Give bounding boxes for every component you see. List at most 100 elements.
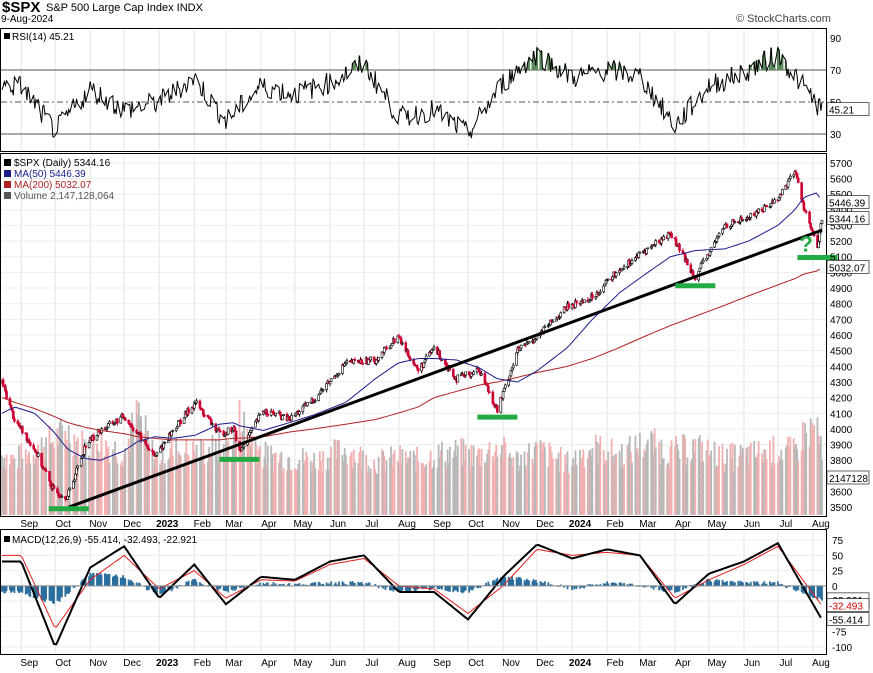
macd-histogram-bar	[543, 581, 546, 586]
price-panel: ?	[0, 169, 838, 512]
macd-histogram-bar	[547, 582, 550, 586]
volume-bar	[265, 465, 268, 515]
volume-bar	[256, 463, 259, 515]
price-candle	[290, 415, 293, 421]
volume-bar	[318, 451, 321, 515]
volume-bar	[644, 451, 647, 515]
macd-histogram-bar	[119, 577, 122, 586]
macd-histogram-bar	[49, 585, 52, 601]
volume-bar	[660, 439, 663, 515]
macd-histogram-bar	[91, 573, 94, 586]
price-candle	[155, 451, 159, 456]
month-tick-label: Oct	[468, 658, 484, 669]
price-legend-entry: MA(200) 5032.07	[14, 180, 92, 191]
macd-histogram-bar	[420, 585, 423, 589]
price-candle	[274, 412, 278, 416]
volume-bar	[723, 471, 726, 515]
macd-histogram-bar	[456, 585, 459, 593]
volume-bar	[108, 463, 111, 515]
macd-histogram-bar	[167, 585, 170, 590]
macd-last-value-box	[826, 612, 870, 627]
macd-histogram-bar	[374, 584, 377, 586]
macd-histogram-bar	[819, 585, 822, 599]
volume-bar	[781, 460, 784, 515]
macd-histogram-bar	[115, 574, 118, 586]
volume-bar	[771, 462, 774, 515]
macd-histogram-bar	[710, 581, 713, 586]
macd-tick-label: -100	[832, 643, 852, 654]
macd-histogram-bar	[238, 585, 241, 588]
volume-bar	[131, 412, 133, 515]
price-candle	[789, 175, 792, 179]
macd-histogram-bar	[809, 585, 812, 597]
price-candle	[717, 232, 721, 237]
month-tick-label: Jul	[366, 658, 379, 669]
volume-bar	[42, 446, 45, 515]
price-candle	[487, 385, 490, 392]
volume-bar	[357, 463, 360, 515]
volume-bar	[167, 460, 170, 515]
macd-histogram-bar	[107, 573, 110, 586]
volume-bar	[658, 442, 661, 515]
price-candle	[21, 425, 24, 434]
volume-bar	[312, 462, 314, 515]
macd-histogram-bar	[723, 582, 726, 586]
macd-histogram-bar	[321, 584, 323, 586]
price-candle	[583, 299, 586, 303]
volume-bar	[37, 444, 40, 515]
price-candle	[662, 236, 665, 241]
macd-histogram-bar	[381, 585, 383, 588]
price-candle	[551, 320, 555, 323]
macd-histogram-bar	[36, 585, 38, 599]
macd-histogram-bar	[239, 585, 242, 588]
macd-last-value: -55.414	[829, 616, 863, 627]
macd-histogram-bar	[781, 584, 784, 586]
macd-histogram-bar	[382, 585, 385, 589]
volume-bar	[24, 449, 27, 515]
volume-bar	[36, 449, 38, 515]
price-candle	[804, 210, 808, 213]
volume-bar	[599, 436, 602, 515]
macd-histogram-bar	[669, 585, 672, 590]
macd-histogram-bar	[408, 585, 411, 593]
volume-bar	[602, 449, 605, 515]
volume-bar	[439, 450, 442, 515]
macd-histogram-bar	[589, 584, 592, 586]
volume-bar	[56, 428, 59, 515]
volume-bar	[239, 432, 242, 515]
volume-bar	[614, 454, 616, 515]
macd-histogram-bar	[108, 573, 111, 586]
volume-bar	[721, 444, 724, 515]
volume-bar	[412, 450, 415, 515]
month-tick-label: Sep	[433, 519, 451, 530]
volume-bar	[159, 464, 162, 515]
volume-bar	[351, 468, 354, 515]
macd-histogram-bar	[821, 585, 823, 601]
volume-bar	[681, 434, 684, 515]
macd-histogram-bar	[131, 581, 133, 586]
price-candle	[68, 487, 72, 491]
price-tick-label: 5600	[830, 174, 853, 185]
volume-bar	[653, 428, 656, 515]
price-candle	[84, 445, 87, 448]
price-candle	[670, 232, 673, 239]
volume-bar	[156, 451, 158, 515]
macd-tick-label: 25	[832, 567, 844, 578]
volume-bar	[145, 431, 148, 515]
volume-bar	[753, 441, 756, 515]
macd-histogram-bar	[104, 573, 106, 586]
macd-histogram-bar	[279, 583, 282, 586]
macd-histogram-bar	[536, 582, 538, 586]
volume-bar	[636, 448, 639, 515]
macd-histogram-bar	[313, 582, 316, 586]
volume-bar	[246, 429, 249, 515]
macd-histogram-bar	[11, 585, 14, 592]
price-candle	[281, 415, 284, 420]
macd-histogram-bar	[25, 585, 28, 595]
macd-legend-swatch	[4, 536, 10, 542]
macd-histogram-bar	[366, 583, 369, 586]
volume-bar	[317, 470, 320, 515]
volume-bar	[772, 435, 775, 515]
volume-bar	[258, 446, 261, 515]
volume-bar	[572, 458, 575, 515]
